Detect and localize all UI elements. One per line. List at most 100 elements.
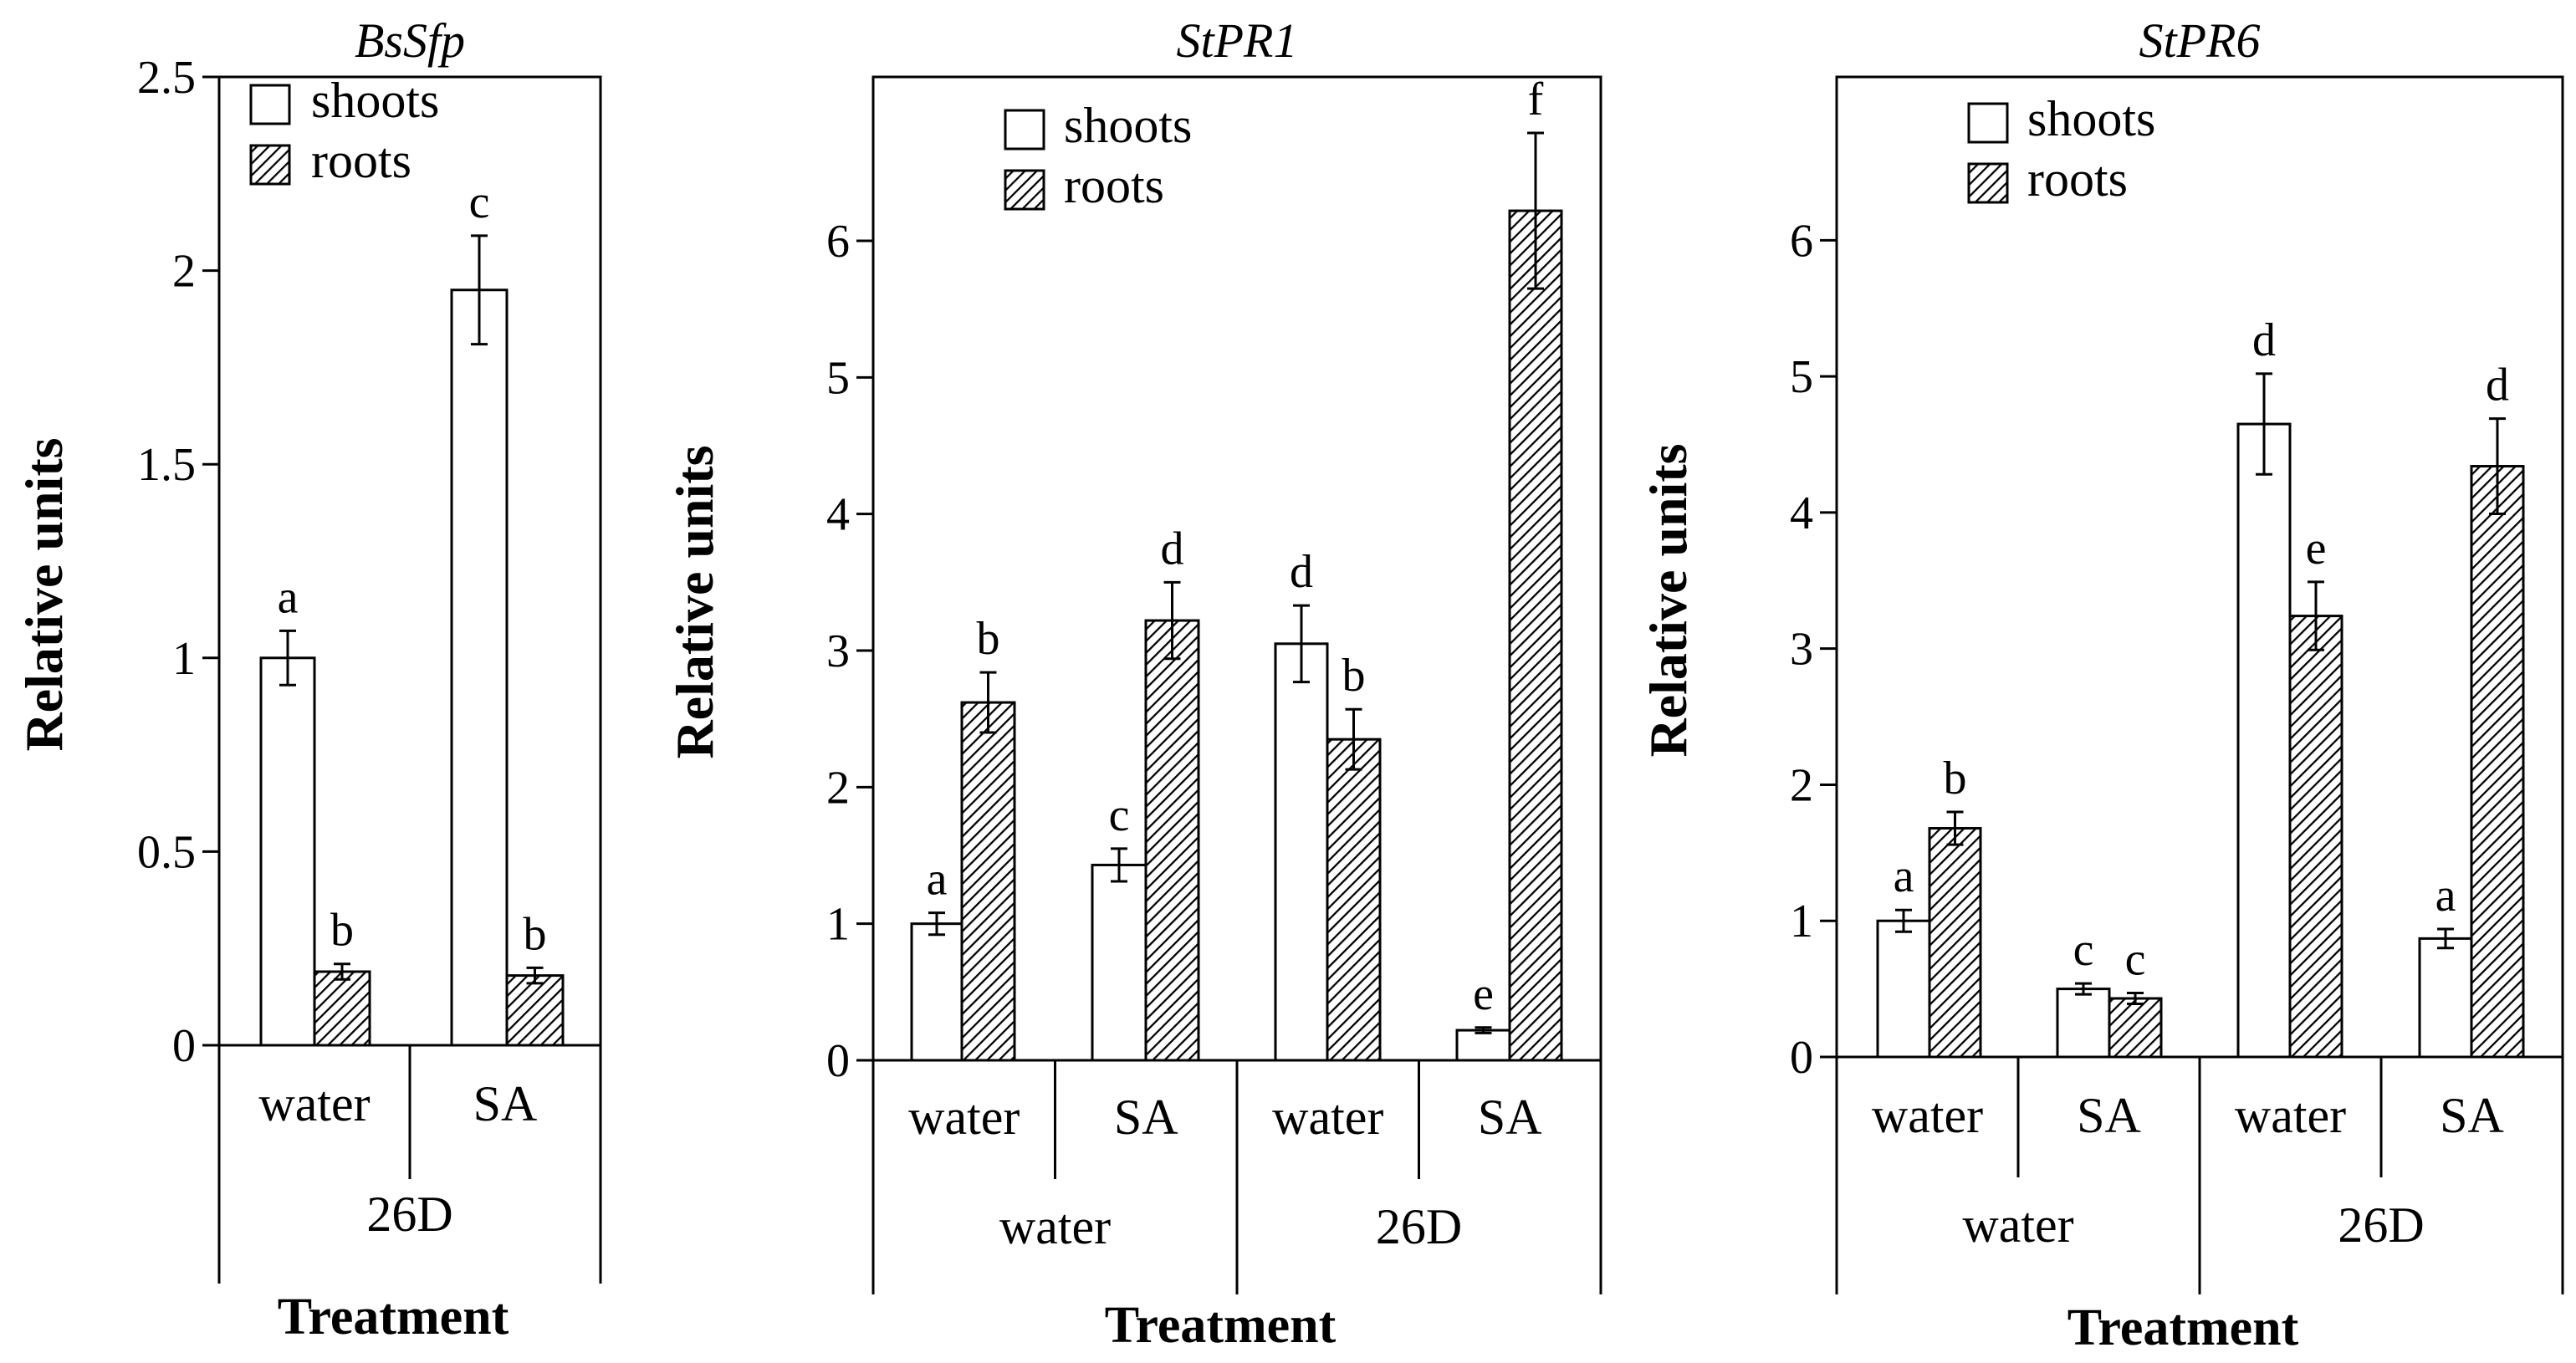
y-tick-label: 0: [172, 1020, 196, 1072]
significance-letter: d: [2252, 314, 2276, 366]
panel-title: StPR1: [1177, 13, 1298, 68]
bar-roots: [1508, 209, 1563, 1062]
group-label: 26D: [2338, 1197, 2424, 1253]
y-tick-label: 5: [1790, 351, 1813, 403]
group-label: 26D: [1376, 1199, 1462, 1254]
bar-shoots: [1455, 1029, 1511, 1062]
bar-shoots: [450, 288, 509, 1047]
bar-roots: [505, 974, 565, 1047]
group-label: water: [1962, 1197, 2073, 1253]
x-axis-label: Treatment: [278, 1289, 509, 1345]
legend-swatch-shoots: [1004, 109, 1045, 151]
bar-roots: [2108, 997, 2163, 1059]
significance-letter: b: [1342, 650, 1366, 702]
panel-title: BsSfp: [355, 13, 465, 68]
y-axis-label: Relative units: [665, 445, 724, 758]
legend-swatch-shoots: [1967, 102, 2009, 144]
bar-shoots: [1876, 919, 1931, 1059]
y-tick-label: 5: [826, 352, 850, 404]
bar-shoots: [910, 922, 963, 1062]
category-label: SA: [2440, 1088, 2504, 1143]
significance-letter: c: [2125, 933, 2146, 985]
panel-title: StPR6: [2139, 13, 2261, 68]
significance-letter: b: [977, 613, 1000, 665]
significance-letter: d: [1290, 546, 1313, 598]
y-tick-label: 0: [826, 1035, 850, 1087]
group-label: water: [999, 1199, 1111, 1254]
significance-letter: a: [927, 854, 948, 906]
y-tick-label: 1: [1790, 896, 1813, 947]
category-label: water: [1272, 1090, 1383, 1145]
category-label: water: [908, 1090, 1020, 1145]
legend-label: roots: [311, 133, 411, 188]
bar-roots: [2288, 615, 2343, 1059]
significance-letter: a: [2435, 870, 2456, 921]
legend-label: roots: [2027, 151, 2128, 207]
significance-letter: b: [524, 908, 547, 960]
group-label: 26D: [366, 1187, 452, 1242]
y-tick-label: 1: [826, 899, 850, 951]
y-tick-label: 1: [172, 633, 196, 685]
bar-roots: [960, 701, 1016, 1062]
bar-roots: [1144, 619, 1200, 1062]
significance-letter: c: [1109, 789, 1130, 841]
bar-roots: [1326, 738, 1382, 1062]
category-label: water: [1872, 1088, 1983, 1143]
y-tick-label: 4: [1790, 488, 1813, 539]
category-label: SA: [473, 1076, 538, 1131]
significance-letter: a: [1894, 850, 1914, 902]
category-label: water: [2235, 1088, 2346, 1143]
y-tick-label: 0.5: [137, 826, 196, 878]
significance-letter: c: [2073, 924, 2094, 976]
significance-letter: d: [1161, 523, 1184, 574]
category-label: water: [258, 1076, 370, 1131]
significance-letter: d: [2486, 360, 2509, 411]
bar-roots: [1928, 827, 1982, 1059]
bar-roots: [2470, 465, 2525, 1059]
significance-letter: e: [1473, 968, 1494, 1020]
bar-shoots: [2056, 988, 2111, 1059]
y-tick-label: 1.5: [137, 439, 196, 491]
significance-letter: c: [469, 176, 490, 228]
legend-swatch-roots: [1004, 169, 1045, 211]
y-tick-label: 2: [172, 246, 196, 298]
bar-shoots: [2418, 937, 2473, 1059]
y-tick-label: 2: [1790, 759, 1813, 811]
legend-label: shoots: [2027, 91, 2155, 146]
y-axis-label: Relative units: [14, 437, 74, 751]
significance-letter: b: [330, 905, 354, 957]
significance-letter: a: [278, 571, 299, 623]
legend-label: shoots: [311, 73, 439, 128]
y-tick-label: 6: [826, 216, 850, 268]
bar-shoots: [259, 656, 316, 1047]
category-label: SA: [2077, 1088, 2141, 1143]
category-label: SA: [1114, 1090, 1178, 1145]
y-tick-label: 3: [1790, 624, 1813, 676]
x-axis-label: Treatment: [1105, 1297, 1337, 1354]
legend-label: shoots: [1064, 98, 1192, 153]
chart-panel-1: BsSfp 0 0.5 1 1.5 2 2.5 Relative units a b c b water…: [14, 13, 602, 1345]
significance-letter: e: [2306, 523, 2327, 574]
x-axis-label: Treatment: [2067, 1299, 2299, 1356]
y-tick-label: 3: [826, 625, 850, 677]
bar-shoots: [2236, 422, 2292, 1059]
legend-swatch-shoots: [249, 84, 291, 125]
legend-swatch-roots: [249, 144, 291, 186]
y-tick-label: 2: [826, 762, 850, 814]
y-tick-label: 6: [1790, 215, 1813, 267]
legend-swatch-roots: [1967, 162, 2009, 204]
significance-letter: b: [1944, 753, 1967, 804]
significance-letter: f: [1528, 74, 1544, 125]
legend-label: roots: [1064, 158, 1164, 213]
bar-roots: [313, 970, 371, 1047]
category-label: SA: [1478, 1090, 1542, 1145]
y-axis-label: Relative units: [1638, 443, 1698, 757]
y-tick-label: 4: [826, 489, 850, 541]
